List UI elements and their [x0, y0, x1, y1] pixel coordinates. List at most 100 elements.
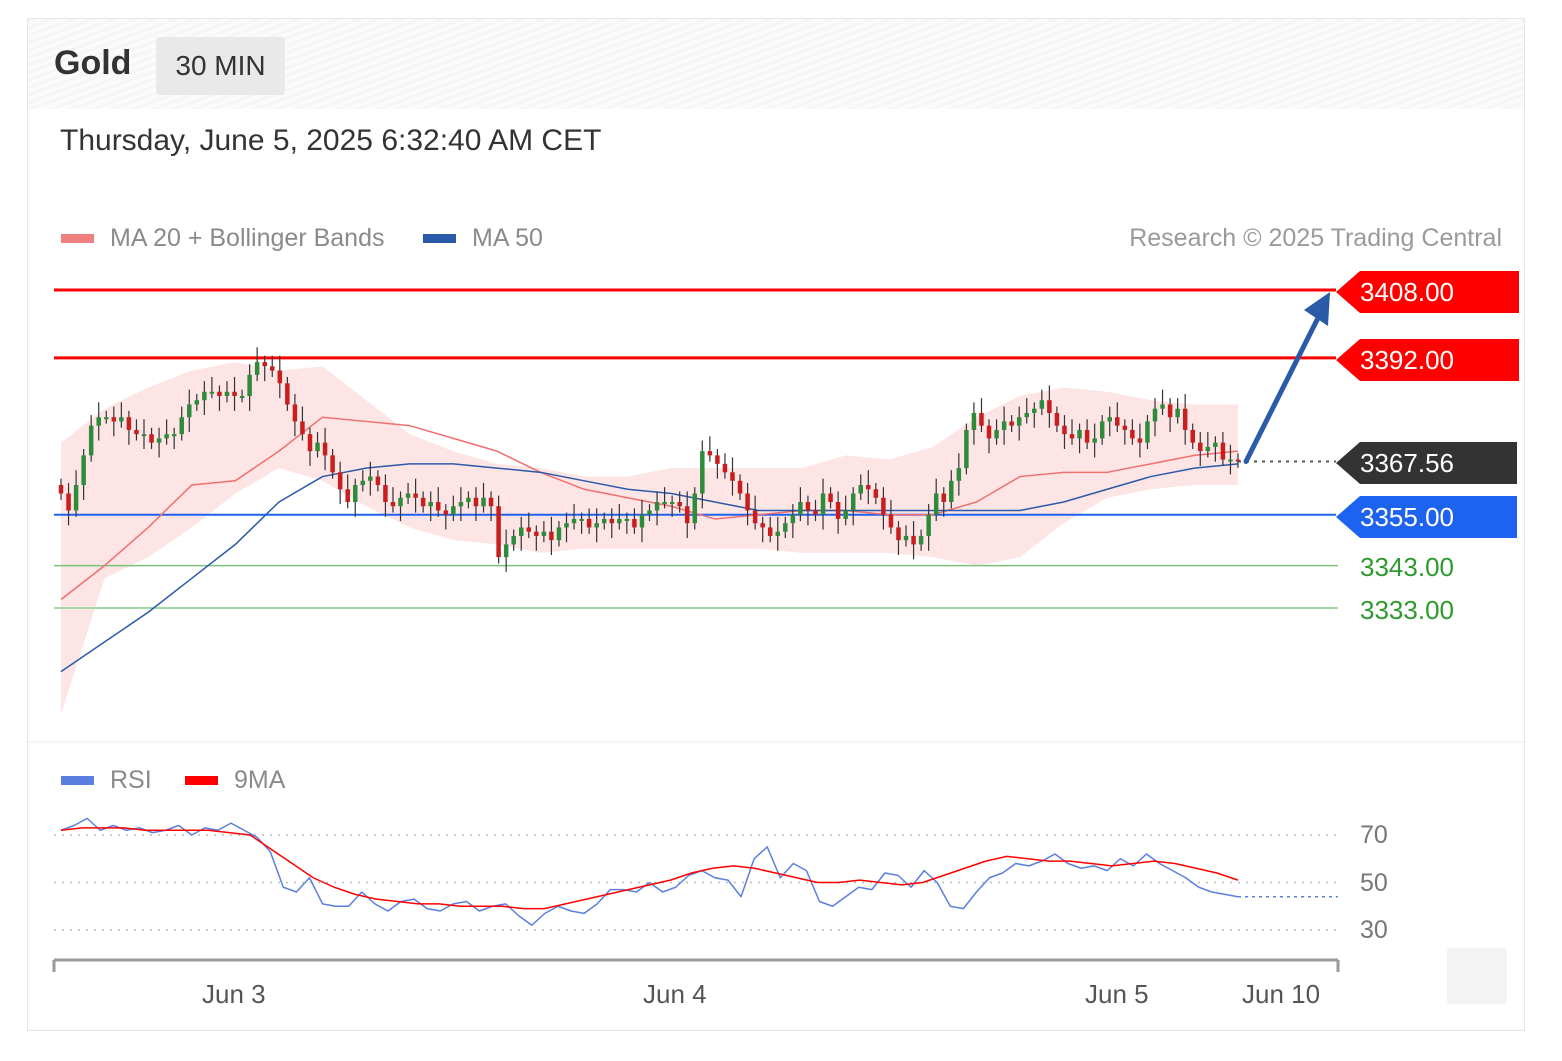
candle-body	[1182, 408, 1188, 430]
candle-body	[232, 391, 237, 396]
ma50-line	[60, 463, 1239, 673]
candle-body	[707, 451, 713, 456]
candle-body	[903, 535, 909, 541]
candle-body	[66, 493, 71, 511]
candle-body	[541, 531, 547, 536]
candle-body	[209, 391, 215, 394]
candle-body	[496, 506, 501, 558]
legend-ma50: MA 50	[423, 224, 543, 253]
candle-body	[609, 518, 615, 524]
rsi-swatch-icon	[61, 776, 94, 785]
legend-label: MA 50	[472, 224, 543, 252]
candle-body	[262, 362, 267, 367]
legend-label: 9MA	[234, 766, 286, 794]
candle-body	[911, 535, 916, 545]
candle-body	[850, 493, 856, 511]
legend-ma20-bollinger: MA 20 + Bollinger Bands	[61, 224, 384, 253]
candle-body	[224, 391, 230, 396]
candle-body	[526, 527, 532, 532]
candle-body	[813, 510, 818, 515]
candle-body	[518, 527, 524, 536]
candle-body	[798, 502, 803, 515]
candle-body	[767, 527, 773, 536]
candle-body	[1092, 438, 1097, 443]
candle-body	[662, 502, 667, 504]
candle-body	[564, 523, 569, 528]
candle-body	[104, 417, 109, 420]
candle-body	[1107, 417, 1112, 422]
candle-body	[1213, 442, 1218, 447]
candle-body	[835, 502, 841, 519]
candle-body	[1137, 438, 1143, 443]
copyright-notice: Research © 2025 Trading Central	[1129, 224, 1502, 252]
candle-body	[503, 544, 509, 558]
legend-label: RSI	[110, 766, 152, 794]
candle-body	[994, 429, 999, 439]
support-1-label: 3343.00	[1360, 552, 1454, 582]
candle-body	[941, 493, 946, 502]
rsi-tick-50: 50	[1360, 869, 1388, 897]
interval-badge[interactable]: 30 MIN	[156, 37, 285, 95]
ma20-line	[60, 416, 1239, 601]
candle-body	[337, 472, 343, 490]
candle-body	[1009, 421, 1014, 426]
candle-body	[171, 434, 177, 437]
candle-body	[81, 455, 86, 486]
candle-body	[1145, 421, 1150, 443]
candle-body	[96, 417, 101, 426]
candle-body	[277, 370, 283, 384]
candle-body	[647, 510, 652, 515]
candle-body	[1122, 425, 1128, 430]
candle-body	[164, 434, 169, 439]
candle-body	[1175, 408, 1180, 418]
candle-body	[933, 493, 939, 515]
bollinger-band-area	[61, 362, 1238, 714]
candle-body	[918, 535, 924, 545]
candle-body	[375, 476, 381, 486]
candle-body	[481, 497, 486, 507]
candle-body	[896, 527, 901, 541]
candle-body	[549, 531, 554, 541]
candle-body	[1198, 442, 1203, 452]
candle-body	[247, 374, 252, 396]
candle-body	[843, 510, 848, 519]
candle-body	[443, 510, 449, 515]
candle-body	[783, 523, 788, 532]
candle-body	[466, 497, 471, 502]
candle-body	[586, 518, 592, 528]
candle-body	[1205, 446, 1211, 452]
resistance-2-tag: 3408.00	[1336, 271, 1519, 313]
timestamp: Thursday, June 5, 2025 6:32:40 AM CET	[60, 124, 602, 157]
candle-body	[888, 514, 894, 528]
candle-body	[1084, 429, 1090, 443]
candle-body	[971, 412, 977, 430]
candle-body	[669, 502, 675, 504]
candle-body	[820, 493, 826, 515]
candle-body	[390, 502, 396, 507]
candle-body	[368, 476, 373, 481]
candle-body	[949, 480, 954, 502]
scroll-to-top-button[interactable]	[1447, 948, 1507, 1004]
candle-body	[1054, 412, 1060, 426]
candle-body	[1115, 417, 1120, 426]
candle-body	[239, 396, 245, 398]
candle-body	[322, 442, 328, 456]
candle-body	[639, 514, 645, 528]
x-tick-jun3: Jun 3	[202, 979, 266, 1009]
candle-body	[571, 518, 577, 524]
candle-body	[405, 493, 411, 498]
x-tick-jun4: Jun 4	[643, 979, 707, 1009]
candle-body	[722, 463, 728, 473]
candle-body	[511, 535, 516, 545]
candle-body	[270, 366, 275, 371]
candle-body	[866, 485, 871, 490]
candle-body	[307, 434, 313, 452]
candle-body	[986, 425, 992, 439]
candle-body	[315, 442, 320, 452]
candle-body	[760, 523, 765, 528]
candle-body	[737, 480, 743, 494]
ma20-swatch-icon	[61, 234, 94, 243]
rsi-line	[60, 817, 1239, 926]
candle-body	[881, 497, 886, 515]
candle-body	[488, 497, 494, 507]
